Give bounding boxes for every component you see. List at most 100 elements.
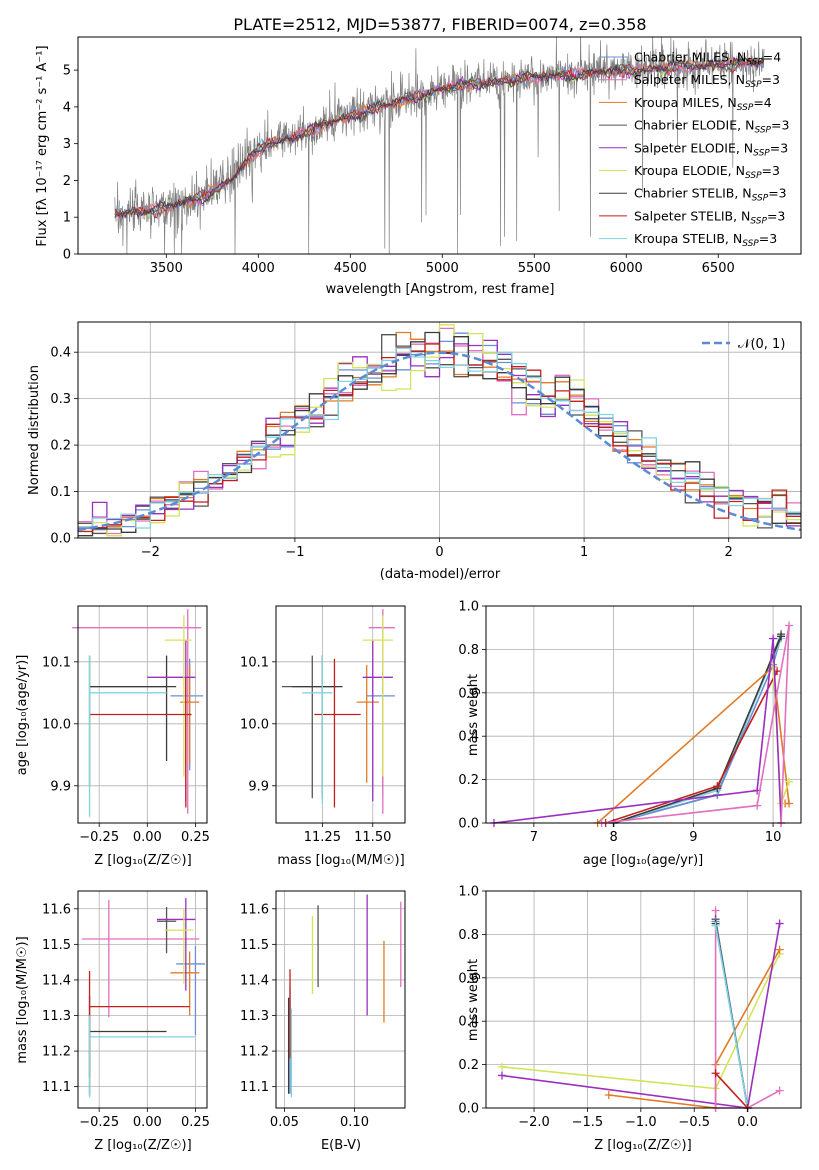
- legend-label: Chabrier ELODIE, NSSP=3: [634, 118, 789, 136]
- weight-series-line: [715, 1072, 749, 1109]
- y-tick-label: 0.0: [458, 1102, 479, 1117]
- y-tick-label: 0.2: [458, 1058, 479, 1073]
- residuals-marks: [77, 324, 802, 537]
- y-tick-label: 10.0: [240, 717, 269, 732]
- weight-point: [775, 919, 784, 928]
- weight-point: [785, 621, 794, 630]
- weight-point: [604, 1090, 613, 1099]
- x-tick-label: 2: [725, 545, 733, 560]
- weight-point: [498, 1062, 507, 1071]
- x-tick-label: 6500: [702, 261, 735, 276]
- x-tick-label: 0.10: [340, 1115, 369, 1130]
- y-tick-label: 10.0: [42, 717, 71, 732]
- spectrum-legend: Chabrier MILES, NSSP=4 Salpeter MILES, NS…: [599, 50, 789, 249]
- spectrum-marks: [114, 37, 765, 254]
- mass-vs-Z-xlabel: Z [log₁₀(Z/Z☉)]: [94, 1138, 191, 1153]
- mass-vs-Z-marks: [81, 898, 206, 1098]
- mass-vs-EBV-panel: 0.05 0.10 11.1 11.2 11.3 11.4 11.5 11.6 E(B-V): [240, 890, 406, 1153]
- y-tick-label: 0.8: [458, 928, 479, 943]
- legend-label: 𝒩(0, 1): [738, 337, 785, 352]
- weight-vs-Z-xlabel: Z [log₁₀(Z/Z☉)]: [594, 1138, 691, 1153]
- weight-vs-age-panel: 7 8 9 10 0.0 0.2 0.4 0.6 0.8 1.0 age [log₁₀(age/y…: [458, 600, 802, 868]
- age-vs-mass-xlabel: mass [log₁₀(M/M☉)]: [277, 853, 404, 868]
- mass-vs-EBV-frame: [275, 890, 406, 1109]
- mass-vs-Z-frame: [77, 890, 208, 1109]
- weight-point: [775, 945, 784, 954]
- x-tick-label: −1: [285, 545, 304, 560]
- weight-vs-Z-panel: −2.0 −1.5 −1.0 −0.5 0.0 0.0 0.2 0.4 0.6 0.8 1.0 Z …: [458, 885, 802, 1153]
- weight-vs-Z-frame: [485, 890, 802, 1109]
- age-vs-mass-panel: 11.25 11.50 9.9 10.0 10.1 mass [log₁₀(M/M☉)]: [240, 605, 406, 868]
- y-tick-label: 11.6: [240, 902, 269, 917]
- x-tick-label: 7: [530, 830, 538, 845]
- x-tick-label: −1.0: [625, 1115, 657, 1130]
- age-vs-Z-ticks: −0.25 0.00 0.25 9.9 10.0 10.1: [42, 655, 210, 845]
- legend-label: Chabrier STELIB, NSSP=3: [634, 186, 787, 204]
- x-tick-label: −0.25: [79, 1115, 119, 1130]
- age-vs-Z-marks: [72, 609, 204, 817]
- y-tick-label: 0.8: [458, 643, 479, 658]
- age-vs-mass-marks: [282, 609, 395, 814]
- x-tick-label: 4500: [334, 261, 367, 276]
- y-tick-label: 1.0: [458, 885, 479, 900]
- weight-vs-age-ticks: 7 8 9 10 0.0 0.2 0.4 0.6 0.8 1.0: [458, 600, 781, 846]
- y-tick-label: 10.1: [42, 655, 71, 670]
- weight-point: [753, 801, 762, 810]
- x-tick-label: −2: [141, 545, 160, 560]
- y-tick-label: 10.1: [240, 655, 269, 670]
- figure-title: PLATE=2512, MJD=53877, FIBERID=0074, z=0…: [233, 15, 646, 34]
- weight-vs-age-marks: [489, 621, 794, 827]
- y-tick-label: 9.9: [50, 779, 71, 794]
- spectrum-xlabel: wavelength [Angstrom, rest frame]: [326, 282, 555, 297]
- y-tick-label: 1: [63, 211, 71, 226]
- y-tick-label: 5: [63, 64, 71, 79]
- x-tick-label: 1: [580, 545, 588, 560]
- x-tick-label: −2.0: [518, 1115, 550, 1130]
- y-tick-label: 0.6: [458, 971, 479, 986]
- y-tick-label: 0.1: [50, 485, 71, 500]
- x-tick-label: 0.25: [181, 1115, 210, 1130]
- age-vs-mass-ticks: 11.25 11.50 9.9 10.0 10.1: [240, 655, 391, 845]
- mass-vs-EBV-xlabel: E(B-V): [321, 1138, 361, 1153]
- x-tick-label: 0.00: [133, 830, 162, 845]
- residuals-ticks: −2 −1 0 1 2 0.0 0.1 0.2 0.3 0.4: [50, 346, 733, 560]
- age-vs-Z-frame: [77, 605, 208, 824]
- mass-vs-Z-ticks: −0.25 0.00 0.25 11.1 11.2 11.3 11.4 11.5 11.6: [42, 902, 210, 1130]
- model-fit-line: [114, 57, 765, 219]
- y-tick-label: 2: [63, 174, 71, 189]
- y-tick-label: 11.5: [240, 938, 269, 953]
- y-tick-label: 0: [63, 248, 71, 263]
- residuals-ylabel: Normed distribution: [27, 365, 42, 495]
- x-tick-label: −0.25: [79, 830, 119, 845]
- x-tick-label: 0.0: [737, 1115, 758, 1130]
- y-tick-label: 11.3: [240, 1009, 269, 1024]
- x-tick-label: 10: [765, 830, 782, 845]
- x-tick-label: −0.5: [678, 1115, 710, 1130]
- residual-histogram: [78, 347, 801, 529]
- legend-label: Salpeter ELODIE, NSSP=3: [634, 140, 788, 158]
- y-tick-label: 11.4: [240, 973, 269, 988]
- x-tick-label: 5000: [426, 261, 459, 276]
- y-tick-label: 0.2: [50, 439, 71, 454]
- weight-vs-age-xlabel: age [log₁₀(age/yr)]: [583, 853, 704, 868]
- y-tick-label: 11.5: [42, 938, 71, 953]
- residuals-xlabel: (data-model)/error: [380, 567, 501, 582]
- weight-series-line: [714, 925, 749, 1109]
- legend-label: Kroupa STELIB, NSSP=3: [634, 231, 777, 249]
- y-tick-label: 0.4: [458, 730, 479, 745]
- y-tick-label: 3: [63, 137, 71, 152]
- mass-vs-Z-grid: [78, 891, 207, 1108]
- y-tick-label: 0.4: [50, 346, 71, 361]
- weight-point: [775, 1086, 784, 1095]
- x-tick-label: 0.00: [133, 1115, 162, 1130]
- y-tick-label: 11.4: [42, 973, 71, 988]
- spectrum-frame: [77, 36, 802, 255]
- x-tick-label: −1.5: [572, 1115, 604, 1130]
- observed-spectrum-line: [114, 37, 765, 254]
- weight-point: [785, 777, 794, 786]
- weight-point: [711, 906, 720, 915]
- legend-label: Chabrier MILES, NSSP=4: [634, 50, 781, 68]
- legend-label: Salpeter MILES, NSSP=3: [634, 72, 780, 90]
